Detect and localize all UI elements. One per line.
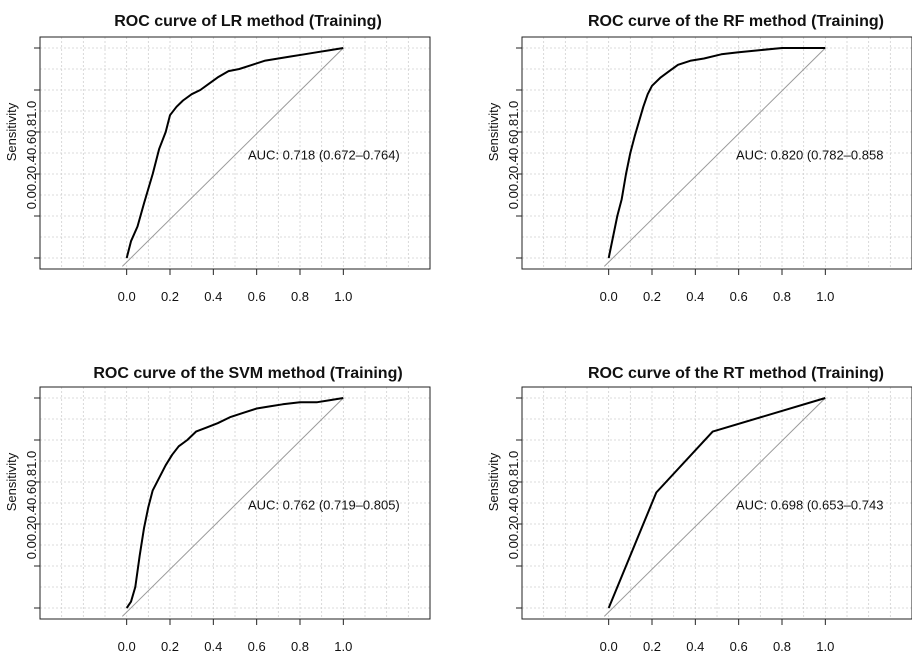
diagonal-reference-line xyxy=(121,47,344,267)
x-tick-label: 1.0 xyxy=(816,639,834,654)
y-tick-labels: 0.00.20.40.60.81.0 xyxy=(24,451,39,559)
y-axis-label: Sensitivity xyxy=(4,452,19,511)
roc-panel-3: 0.0 0.2 0.4 0.6 0.8 1.00.00.20.40.60.81.0Sens… xyxy=(4,365,431,654)
x-tick-label: 0.8 xyxy=(773,639,791,654)
x-tick-label: 0.6 xyxy=(730,289,748,304)
auc-annotation: AUC: 0.718 (0.672–0.764) xyxy=(248,147,400,162)
y-axis-label: Sensitivity xyxy=(486,102,501,161)
x-tick-label: 0.4 xyxy=(686,639,704,654)
plot-frame xyxy=(521,386,912,620)
y-axis-label: Sensitivity xyxy=(4,102,19,161)
x-tick-label: 0.0 xyxy=(118,639,136,654)
panel-title: ROC curve of LR method (Training) xyxy=(114,13,382,30)
roc-panel-1: 0.0 0.2 0.4 0.6 0.8 1.00.00.20.40.60.81.0Sens… xyxy=(4,13,431,304)
x-tick-label: 0.8 xyxy=(291,289,309,304)
grid xyxy=(40,387,430,619)
x-tick-label: 0.0 xyxy=(600,639,618,654)
diagonal-reference-line xyxy=(603,397,826,617)
auc-annotation: AUC: 0.820 (0.782–0.858 xyxy=(736,147,883,162)
x-tick-label: 0.2 xyxy=(161,289,179,304)
x-tick-label: 0.0 xyxy=(118,289,136,304)
y-axis-label: Sensitivity xyxy=(486,452,501,511)
x-tick-label: 1.0 xyxy=(334,639,352,654)
x-tick-label: 0.2 xyxy=(643,639,661,654)
x-tick-label: 0.8 xyxy=(291,639,309,654)
grid xyxy=(40,37,430,269)
roc-panel-4: 0.0 0.2 0.4 0.6 0.8 1.00.00.20.40.60.81.0Sens… xyxy=(486,365,912,654)
auc-annotation: AUC: 0.698 (0.653–0.743 xyxy=(736,497,883,512)
plot-frame xyxy=(39,386,431,620)
roc-panel-2: 0.0 0.2 0.4 0.6 0.8 1.00.00.20.40.60.81.0Sens… xyxy=(486,13,912,304)
x-tick-label: 0.4 xyxy=(686,289,704,304)
grid xyxy=(522,387,912,619)
y-tick-labels: 0.00.20.40.60.81.0 xyxy=(506,451,521,559)
x-tick-label: 0.4 xyxy=(204,639,222,654)
roc-curve xyxy=(607,397,826,609)
panel-title: ROC curve of the SVM method (Training) xyxy=(93,365,402,382)
plot-frame xyxy=(521,36,912,270)
panel-title: ROC curve of the RT method (Training) xyxy=(588,365,884,382)
roc-curve xyxy=(125,397,344,609)
grid xyxy=(522,37,912,269)
plot-frame xyxy=(39,36,431,270)
auc-annotation: AUC: 0.762 (0.719–0.805) xyxy=(248,497,400,512)
x-tick-label: 0.6 xyxy=(248,289,266,304)
x-tick-label: 1.0 xyxy=(816,289,834,304)
x-tick-label: 0.8 xyxy=(773,289,791,304)
panel-title: ROC curve of the RF method (Training) xyxy=(588,13,884,30)
roc-curve xyxy=(125,47,344,259)
diagonal-reference-line xyxy=(121,397,344,617)
y-tick-labels: 0.00.20.40.60.81.0 xyxy=(506,101,521,209)
x-tick-label: 0.6 xyxy=(248,639,266,654)
x-tick-label: 0.6 xyxy=(730,639,748,654)
roc-curve xyxy=(607,47,826,259)
y-tick-labels: 0.00.20.40.60.81.0 xyxy=(24,101,39,209)
x-tick-label: 0.2 xyxy=(161,639,179,654)
diagonal-reference-line xyxy=(603,47,826,267)
x-tick-label: 0.0 xyxy=(600,289,618,304)
x-tick-label: 0.4 xyxy=(204,289,222,304)
x-tick-label: 0.2 xyxy=(643,289,661,304)
x-tick-label: 1.0 xyxy=(334,289,352,304)
